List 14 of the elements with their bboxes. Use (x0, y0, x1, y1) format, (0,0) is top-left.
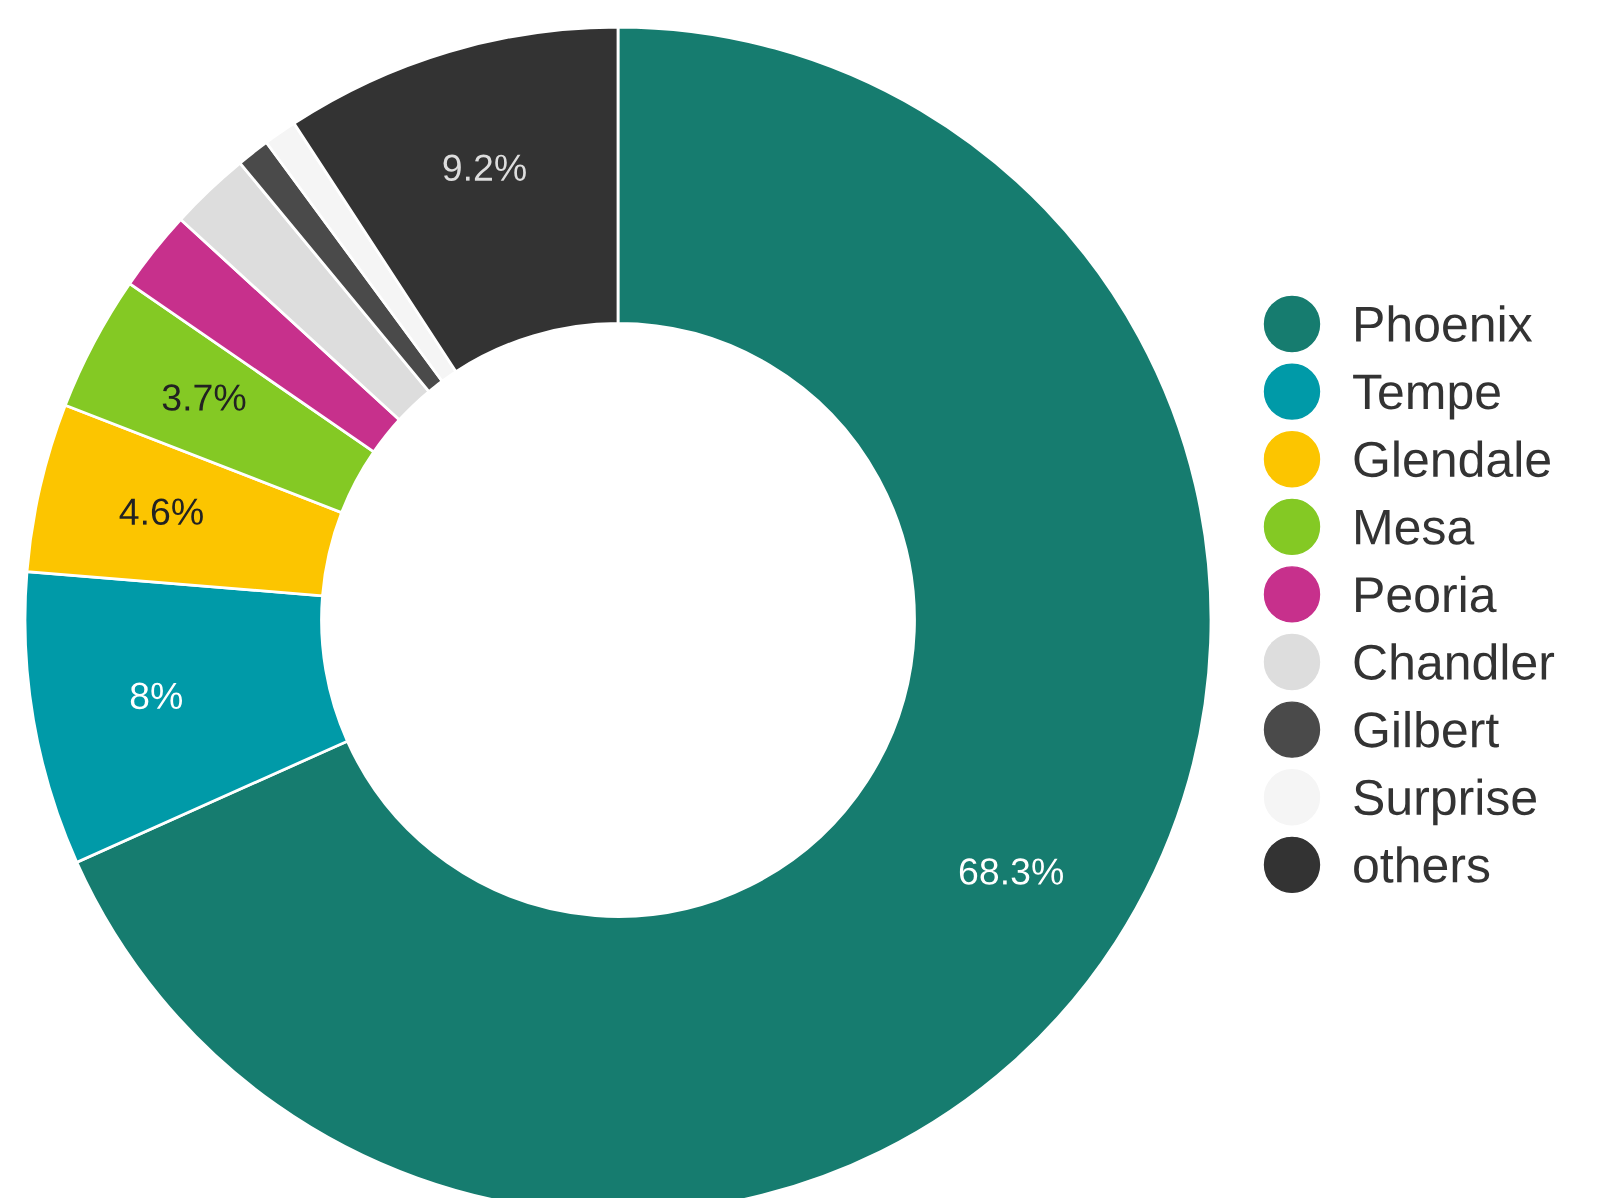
legend-label: others (1354, 846, 1490, 883)
legend-label: Mesa (1356, 509, 1475, 545)
data-label: 3.7% (162, 384, 246, 411)
legend-label: Peoria (1356, 575, 1497, 613)
legend-label: Glendale (1354, 440, 1550, 478)
data-label: 9.2% (443, 154, 526, 182)
data-label: 8% (130, 682, 183, 710)
legend-label: Gilbert (1354, 710, 1499, 748)
legend-label: Phoenix (1356, 305, 1533, 342)
legend-label: Tempe (1353, 374, 1500, 420)
legend-label: Chandler (1354, 643, 1555, 681)
data-label: 4.6% (119, 498, 203, 525)
data-label: 68.3% (959, 858, 1063, 885)
legend-label: Surprise (1354, 778, 1536, 826)
